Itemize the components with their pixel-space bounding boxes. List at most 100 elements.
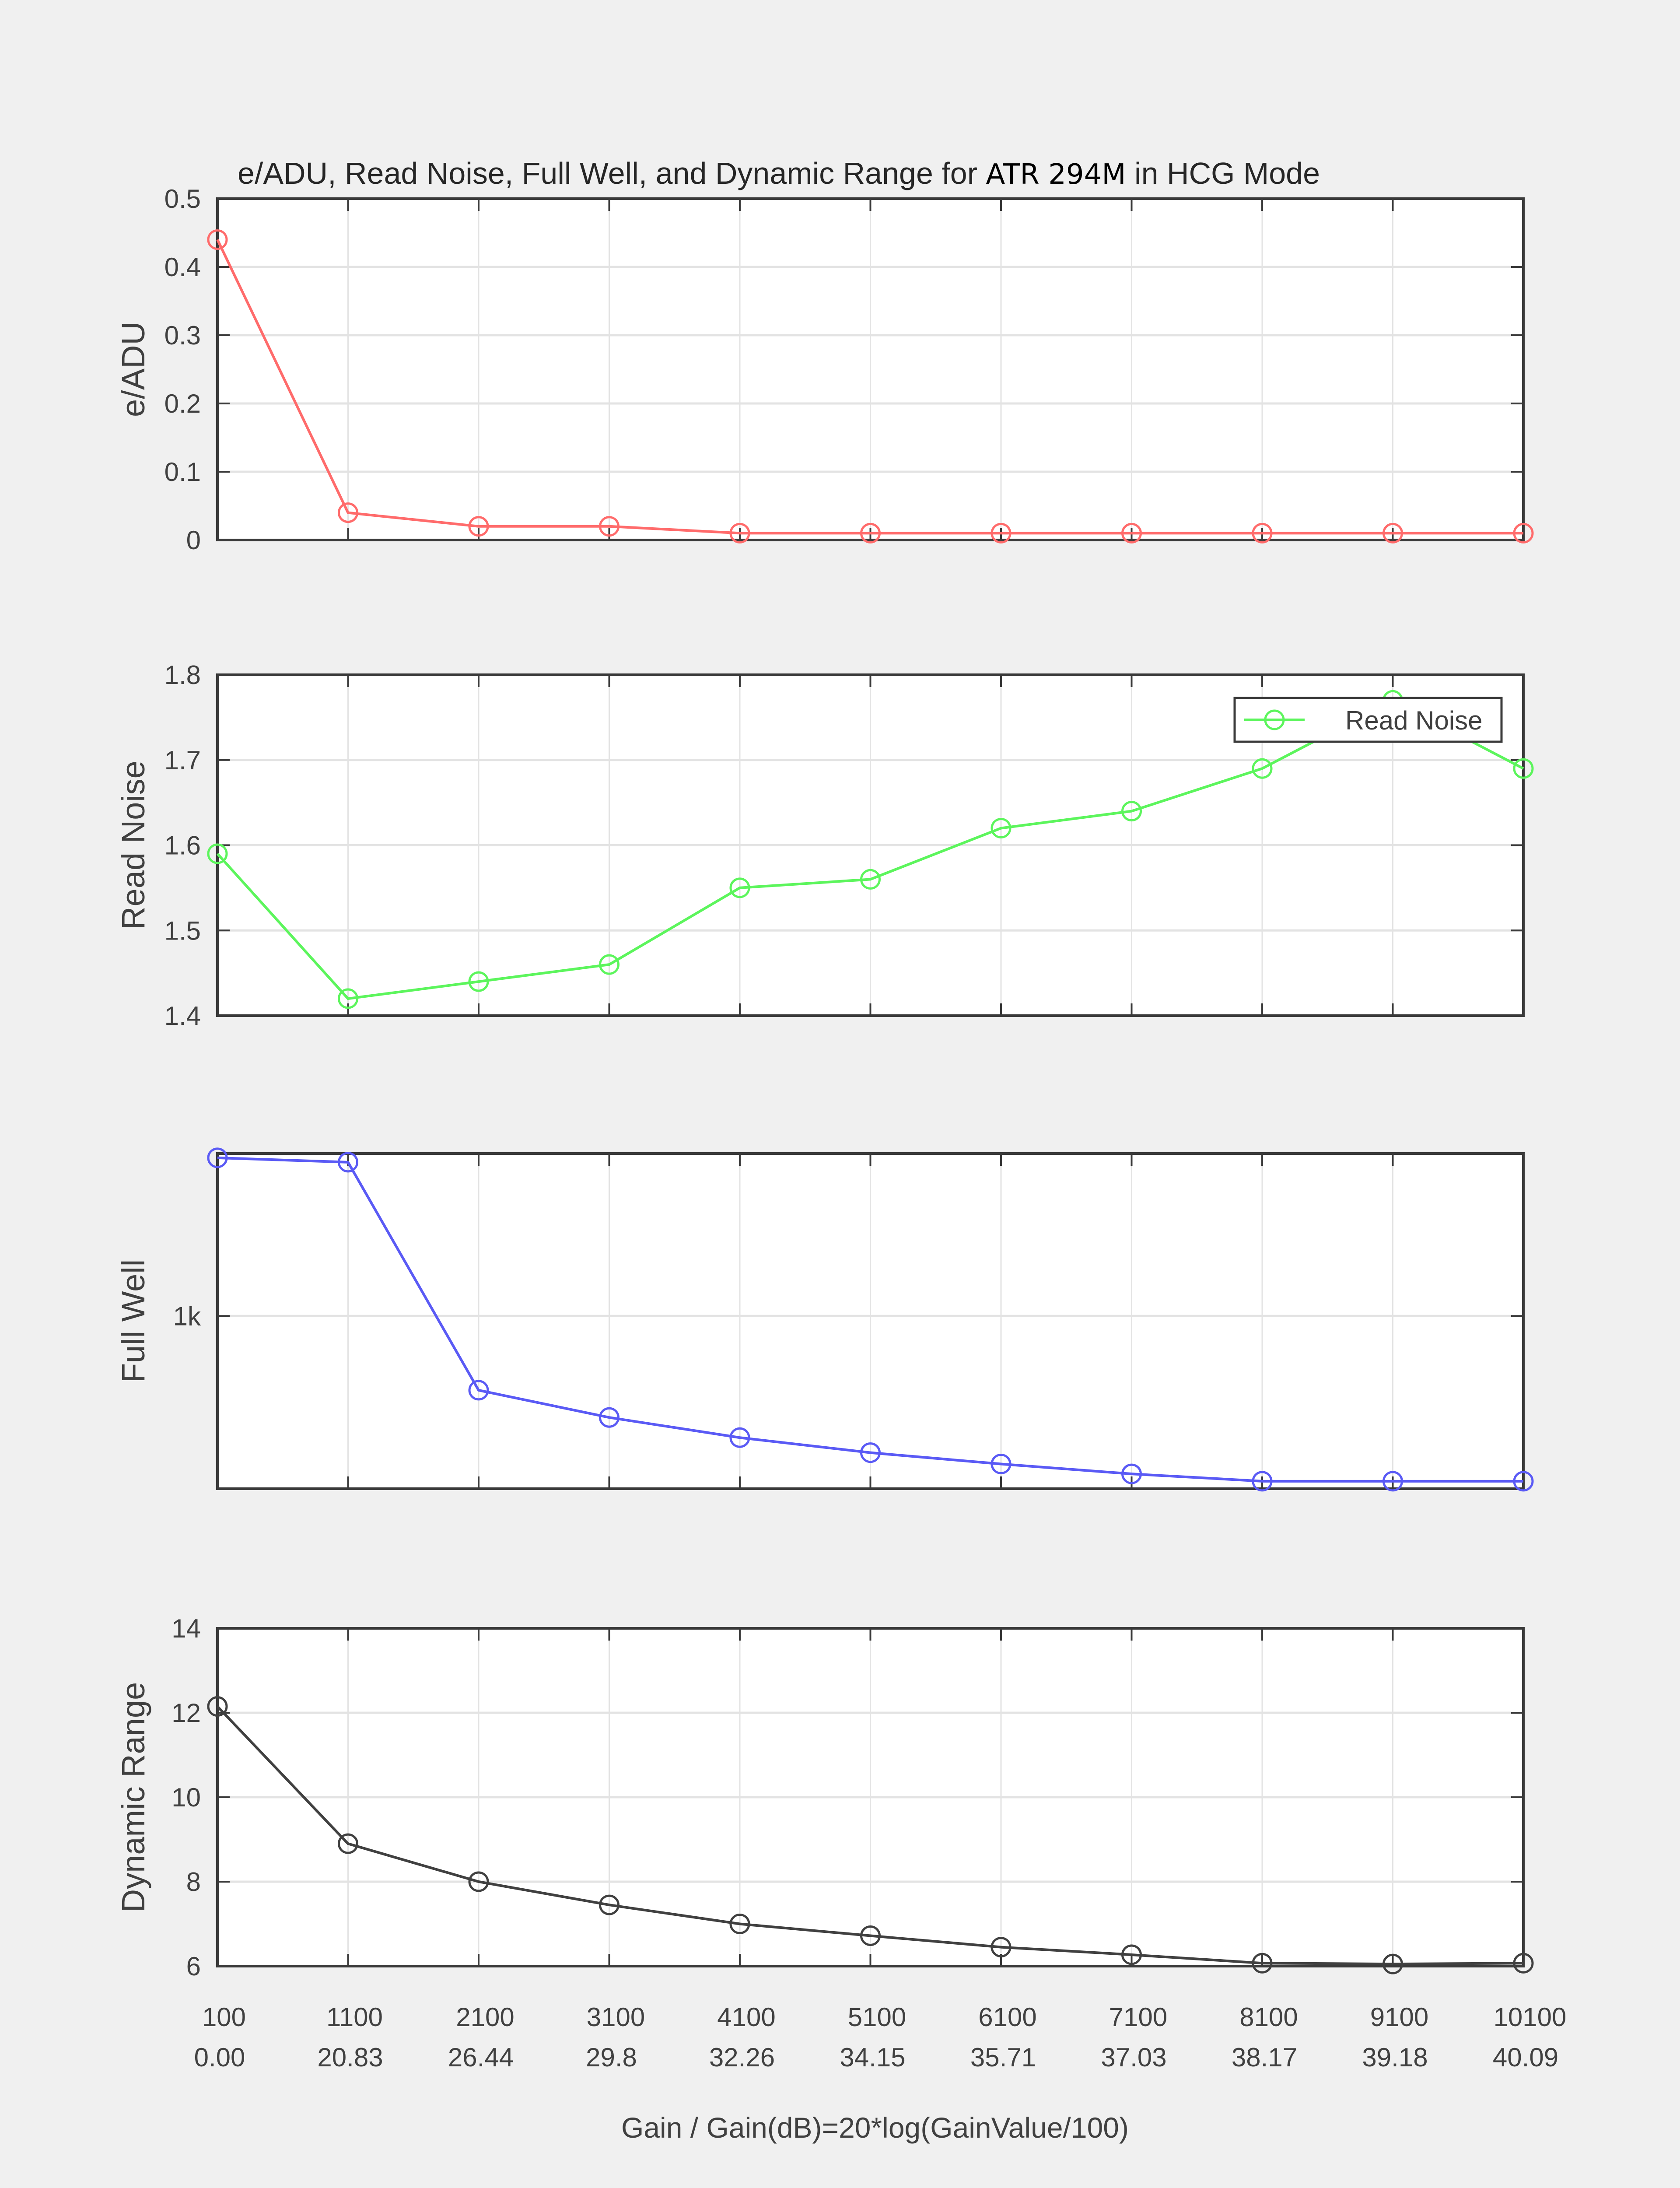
- y-tick-label: 1.6: [164, 831, 201, 860]
- series-line: [216, 699, 1524, 1000]
- y-tick-label: 1.8: [164, 660, 201, 690]
- data-point: [1121, 1463, 1142, 1484]
- x-tick-label-db: 34.15: [840, 2043, 905, 2072]
- y-tick-label: 0.4: [164, 252, 201, 282]
- axes-box: [216, 1152, 1525, 1490]
- data-point: [599, 1407, 620, 1428]
- x-tick-label-db: 35.71: [970, 2043, 1036, 2072]
- data-point: [860, 869, 881, 890]
- data-point: [207, 1147, 228, 1168]
- y-tick-label: 0.2: [164, 389, 201, 418]
- x-tick-label-db: 20.83: [317, 2043, 383, 2072]
- data-point: [468, 516, 489, 537]
- data-point: [860, 1442, 881, 1463]
- data-point: [207, 1696, 228, 1717]
- y-tick-label: 0.3: [164, 321, 201, 350]
- x-tick-label: 7100: [1109, 2002, 1167, 2032]
- data-point: [599, 516, 620, 537]
- data-point: [599, 1894, 620, 1915]
- x-tick-label: 10100: [1494, 2002, 1567, 2032]
- data-point: [468, 1871, 489, 1892]
- legend: Read Noise: [1233, 697, 1503, 743]
- data-point: [1121, 801, 1142, 822]
- data-point: [1252, 522, 1273, 543]
- data-point: [729, 522, 750, 543]
- data-point: [1121, 522, 1142, 543]
- data-point: [860, 1925, 881, 1946]
- y-axis-label: e/ADU: [115, 322, 151, 417]
- y-tick-label: 14: [172, 1614, 201, 1643]
- y-tick-label: 1.7: [164, 746, 201, 775]
- data-point: [1252, 1953, 1273, 1974]
- x-tick-label-db: 40.09: [1493, 2043, 1558, 2072]
- data-point: [338, 502, 358, 523]
- legend-label: Read Noise: [1345, 706, 1483, 735]
- x-tick-label: 1100: [326, 2002, 383, 2032]
- data-point: [1252, 758, 1273, 779]
- x-tick-label-db: 39.18: [1362, 2043, 1428, 2072]
- x-tick-label: 100: [202, 2002, 246, 2032]
- data-point: [729, 1914, 750, 1934]
- data-point: [599, 954, 620, 975]
- y-tick-label: 1.5: [164, 916, 201, 945]
- y-axis-label: Full Well: [115, 1259, 151, 1383]
- data-point: [860, 522, 881, 543]
- data-point: [338, 1833, 358, 1854]
- x-tick-label: 5100: [848, 2002, 906, 2032]
- x-tick-label: 3100: [587, 2002, 645, 2032]
- panel-dynamic-range: 6 8 10 12 14 Dynamic Range 100 0.00 1100 20.83 210…: [115, 1614, 1566, 2144]
- y-tick-label: 6: [186, 1952, 201, 1981]
- legend-marker-swatch: [1264, 709, 1285, 730]
- y-tick-label: 0: [186, 526, 201, 555]
- x-tick-label: 8100: [1239, 2002, 1298, 2032]
- series-line: [217, 1156, 1523, 1483]
- data-point: [990, 818, 1012, 839]
- data-point: [990, 1454, 1012, 1475]
- panel-full-well: 1k Full Well: [115, 1147, 1534, 1492]
- y-axis-label: Dynamic Range: [115, 1682, 151, 1912]
- x-tick-label: 9100: [1370, 2002, 1428, 2032]
- data-point: [338, 1152, 358, 1173]
- data-point: [207, 843, 228, 864]
- data-point: [729, 1427, 750, 1448]
- title-model: ATR 294M: [986, 158, 1126, 191]
- data-point: [468, 1380, 489, 1401]
- data-point: [207, 229, 228, 250]
- x-axis-label: Gain / Gain(dB)=20*log(GainValue/100): [621, 2111, 1129, 2144]
- y-tick-label: 1k: [173, 1301, 201, 1331]
- data-point: [338, 988, 358, 1009]
- data-point: [1252, 1471, 1273, 1492]
- data-point: [990, 1937, 1012, 1958]
- x-tick-label-db: 37.03: [1101, 2043, 1166, 2072]
- axes-box: [216, 197, 1525, 541]
- y-axis-label: Read Noise: [115, 761, 151, 930]
- x-tick-label: 6100: [978, 2002, 1036, 2032]
- data-point: [1382, 1471, 1403, 1492]
- data-point: [1513, 522, 1534, 543]
- y-tick-label: 12: [172, 1698, 201, 1728]
- y-tick-label: 1.4: [164, 1001, 201, 1031]
- data-point: [1382, 1953, 1403, 1974]
- data-point: [990, 522, 1012, 543]
- data-point: [1513, 758, 1534, 779]
- x-tick-label-db: 0.00: [194, 2043, 245, 2072]
- x-tick-label-db: 26.44: [448, 2043, 514, 2072]
- data-point: [468, 971, 489, 992]
- chart-title: e/ADU, Read Noise, Full Well, and Dynami…: [238, 156, 1320, 191]
- axes-box: [216, 1627, 1525, 1967]
- data-point: [1513, 1471, 1534, 1492]
- x-tick-label-db: 38.17: [1232, 2043, 1297, 2072]
- x-tick-label-db: 32.26: [709, 2043, 775, 2072]
- panel-e-adu: 0 0.1 0.2 0.3 0.4 0.5 e/ADU: [115, 184, 1534, 555]
- x-tick-label: 4100: [717, 2002, 775, 2032]
- data-point: [1382, 522, 1403, 543]
- y-tick-label: 10: [172, 1783, 201, 1812]
- panels: 0 0.1 0.2 0.3 0.4 0.5 e/ADU 1.4 1.5 1.6 1.7 1.8 Read…: [115, 184, 1566, 2144]
- y-tick-label: 0.5: [164, 184, 201, 214]
- data-point: [1513, 1953, 1534, 1974]
- x-tick-label: 2100: [456, 2002, 514, 2032]
- series-line: [216, 239, 1523, 535]
- x-tick-label-db: 29.8: [586, 2043, 637, 2072]
- title-part: e/ADU, Read Noise, Full Well, and Dynami…: [238, 156, 986, 190]
